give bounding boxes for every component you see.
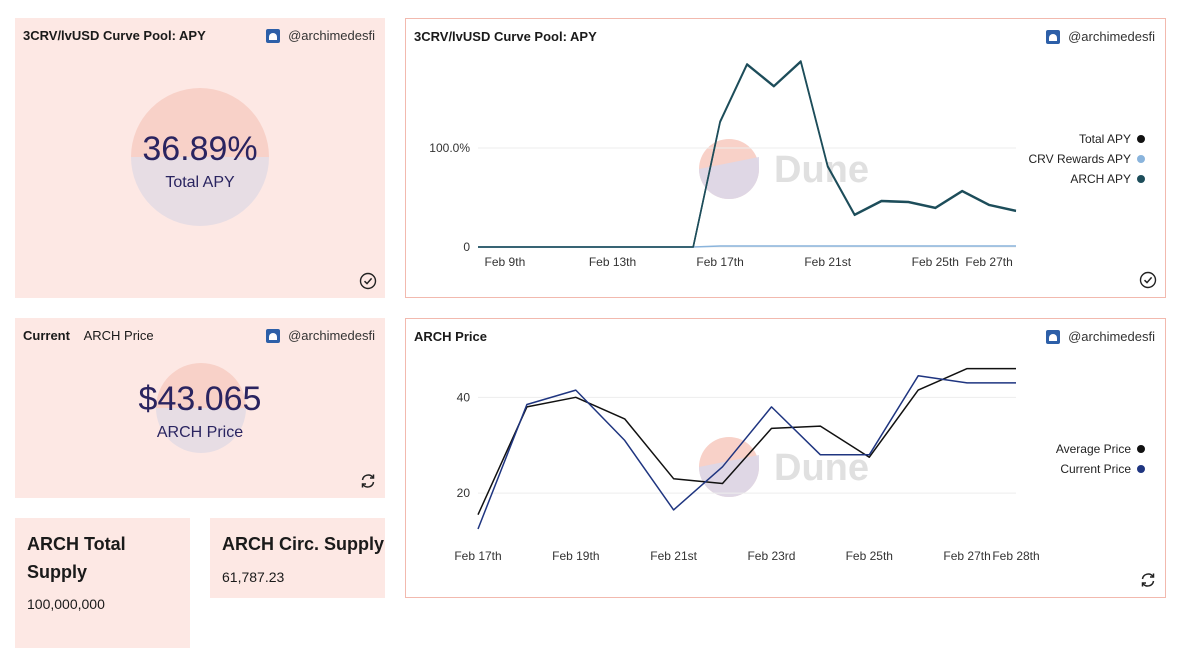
apy-legend: Total APY CRV Rewards APY ARCH APY [1028,129,1145,189]
legend-item[interactable]: Total APY [1029,129,1145,149]
avatar-icon [1046,329,1061,344]
author-name[interactable]: @archimedesfi [1068,329,1155,344]
x-tick-label: Feb 27th [943,549,990,563]
average-price-line [477,367,1016,516]
x-tick-label: Feb 17th [696,255,743,269]
x-tick-label: Feb 19th [552,549,599,563]
circ-supply-card: ARCH Circ. Supply 61,787.23 [210,518,385,598]
legend-label: Total APY [1078,132,1131,146]
watermark: Dune [699,437,869,497]
avatar-icon [266,28,281,43]
circ-supply-value: 61,787.23 [222,569,285,585]
price-chart: Dune 20 40 Feb 17th Feb 19th Feb 21st Feb 23… [454,367,1040,563]
x-tick-label: Feb 21st [804,255,851,269]
legend-dot-icon [1137,445,1145,453]
apy-value: 36.89% [142,130,258,168]
avatar-icon [1046,29,1061,44]
price-chart-author[interactable]: @archimedesfi [1046,329,1155,344]
x-tick-label: Feb 13th [589,255,636,269]
apy-chart: Dune 0 100.0% Feb 9th Feb 13th Feb 17th Feb … [429,60,1017,269]
refresh-icon[interactable] [1139,571,1157,589]
avatar-icon [266,328,281,343]
legend-item[interactable]: ARCH APY [1029,169,1145,189]
check-circle-icon[interactable] [1139,271,1157,289]
author-name[interactable]: @archimedesfi [288,28,375,43]
y-tick-label: 0 [463,240,470,254]
dune-logo-icon [131,88,269,226]
price-counter-title-current: Current [23,328,70,343]
legend-dot-icon [1137,175,1145,183]
x-tick-label: Feb 23rd [747,549,795,563]
watermark-text: Dune [774,447,869,489]
legend-label: Average Price [1055,442,1131,456]
apy-label: Total APY [165,174,235,191]
price-counter-title: Current ARCH Price [23,328,154,343]
x-tick-label: Feb 21st [650,549,697,563]
y-tick-label: 20 [457,486,471,500]
legend-item[interactable]: Current Price [1056,459,1145,479]
apy-chart-card: 3CRV/lvUSD Curve Pool: APY @archimedesfi… [405,18,1166,298]
y-tick-label: 40 [457,390,471,404]
legend-dot-icon [1137,465,1145,473]
legend-item[interactable]: Average Price [1056,439,1145,459]
circ-supply-title: ARCH Circ. Supply [222,534,385,554]
price-chart-title: ARCH Price [414,329,487,344]
price-legend: Average Price Current Price [1056,439,1145,479]
current-price-line [477,375,1016,530]
x-tick-label: Feb 28th [992,549,1039,563]
total-supply-title: ARCH Total Supply [27,534,126,582]
legend-label: ARCH APY [1070,172,1131,186]
price-counter-title-name: ARCH Price [83,328,154,343]
apy-counter-author[interactable]: @archimedesfi [266,28,375,43]
refresh-icon[interactable] [359,472,377,490]
apy-counter-title: 3CRV/lvUSD Curve Pool: APY [23,28,206,43]
y-tick-label: 100.0% [429,141,470,155]
apy-chart-title: 3CRV/lvUSD Curve Pool: APY [414,29,597,44]
price-counter-card: Current ARCH Price @archimedesfi $43.065… [15,318,385,498]
check-circle-icon[interactable] [359,272,377,290]
x-tick-label: Feb 25th [846,549,893,563]
author-name[interactable]: @archimedesfi [1068,29,1155,44]
legend-item[interactable]: CRV Rewards APY [1028,149,1145,169]
apy-chart-author[interactable]: @archimedesfi [1046,29,1155,44]
x-tick-label: Feb 27th [965,255,1012,269]
legend-dot-icon [1137,135,1145,143]
arch-apy-line [478,61,1017,248]
total-supply-card: ARCH Total Supply 100,000,000 [15,518,190,648]
total-supply-value: 100,000,000 [27,596,105,612]
price-chart-card: ARCH Price @archimedesfi Dune 20 40 Feb 1… [405,318,1166,598]
legend-label: Current Price [1060,462,1131,476]
dune-logo-icon [156,363,246,453]
legend-label: CRV Rewards APY [1028,152,1132,166]
x-tick-label: Feb 25th [912,255,959,269]
x-tick-label: Feb 9th [485,255,526,269]
apy-counter-card: 3CRV/lvUSD Curve Pool: APY @archimedesfi… [15,18,385,298]
watermark-text: Dune [774,149,869,191]
price-label: ARCH Price [156,424,244,441]
price-value: $43.065 [138,380,262,418]
x-tick-label: Feb 17th [454,549,501,563]
legend-dot-icon [1137,155,1145,163]
author-name[interactable]: @archimedesfi [288,328,375,343]
price-counter-author[interactable]: @archimedesfi [266,328,375,343]
